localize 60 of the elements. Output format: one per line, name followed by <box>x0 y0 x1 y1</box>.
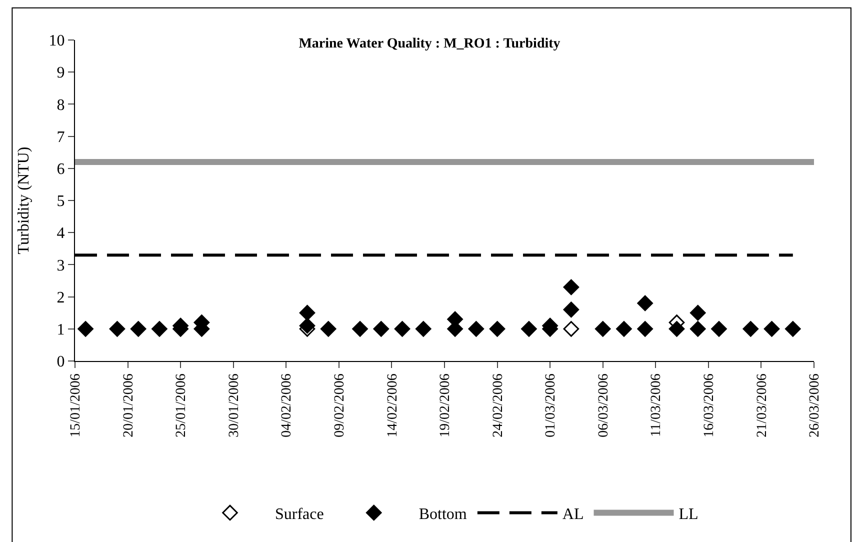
point <box>373 321 390 337</box>
point <box>563 321 580 337</box>
x-tick-label: 14/02/2006 <box>385 374 400 438</box>
x-tick-label: 24/02/2006 <box>490 374 506 438</box>
point <box>415 321 432 337</box>
y-tick-label: 2 <box>56 289 65 306</box>
x-tick-label: 30/01/2006 <box>226 374 242 438</box>
point <box>616 321 632 337</box>
point <box>563 279 580 296</box>
point <box>299 304 316 321</box>
legend-label: Bottom <box>418 506 468 523</box>
point <box>152 321 168 337</box>
y-tick-label: 9 <box>56 64 65 82</box>
y-tick-label: 4 <box>56 225 65 242</box>
x-tick-label: 25/01/2006 <box>174 374 190 438</box>
point <box>764 321 780 337</box>
point <box>742 321 759 337</box>
y-tick-label: 10 <box>48 32 65 50</box>
point <box>489 321 506 337</box>
x-tick-label: 16/03/2006 <box>702 374 717 438</box>
point <box>563 302 580 318</box>
point <box>668 321 685 337</box>
point <box>299 318 316 334</box>
point <box>78 321 94 337</box>
x-tick-label: 06/03/2006 <box>596 374 612 438</box>
point <box>320 321 336 337</box>
point <box>352 321 368 337</box>
point <box>468 321 484 337</box>
y-tick-label: 7 <box>56 128 65 146</box>
y-tick-label: 1 <box>56 322 65 338</box>
point <box>394 321 410 337</box>
y-axis-title: Turbidity (NTU) <box>16 146 33 254</box>
x-tick-label: 01/03/2006 <box>544 374 559 438</box>
y-tick-label: 5 <box>56 193 65 210</box>
point <box>690 321 706 337</box>
point <box>130 321 146 337</box>
point <box>690 304 706 321</box>
x-tick-label: 26/03/2006 <box>808 374 823 438</box>
point <box>637 295 653 312</box>
x-tick-label: 15/01/2006 <box>68 374 84 438</box>
legend-label: AL <box>562 506 584 523</box>
x-tick-label: 20/01/2006 <box>121 374 136 438</box>
point <box>594 321 611 337</box>
x-tick-label: 09/02/2006 <box>332 374 348 438</box>
legend-label: LL <box>678 506 698 523</box>
x-tick-label: 11/03/2006 <box>649 374 664 437</box>
point <box>711 321 727 337</box>
chart-title: Marine Water Quality : M_RO1 : Turbidity <box>298 36 560 52</box>
x-tick-label: 21/03/2006 <box>754 374 770 438</box>
x-tick-label: 04/02/2006 <box>280 374 295 438</box>
y-tick-label: 6 <box>56 161 65 178</box>
x-tick-label: 19/02/2006 <box>438 374 454 438</box>
y-tick-label: 8 <box>56 96 65 114</box>
point <box>109 321 126 337</box>
point <box>784 321 801 337</box>
y-tick-label: 0 <box>56 354 65 371</box>
legend-label: Surface <box>275 506 324 523</box>
point <box>637 321 653 337</box>
point <box>521 321 537 337</box>
y-tick-label: 3 <box>56 257 65 274</box>
